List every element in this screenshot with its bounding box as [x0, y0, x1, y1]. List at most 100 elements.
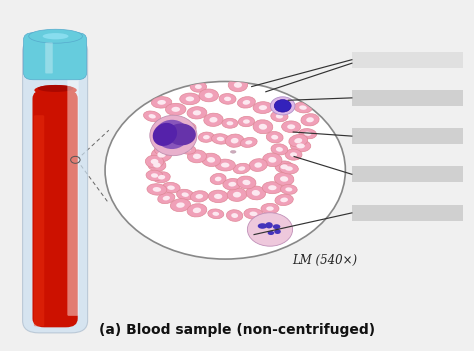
- Ellipse shape: [225, 134, 244, 147]
- FancyBboxPatch shape: [45, 42, 53, 73]
- Ellipse shape: [212, 212, 219, 216]
- Ellipse shape: [290, 152, 297, 157]
- Ellipse shape: [271, 144, 288, 155]
- Ellipse shape: [285, 166, 293, 171]
- Ellipse shape: [223, 179, 242, 190]
- Ellipse shape: [274, 229, 281, 234]
- Ellipse shape: [35, 85, 77, 95]
- Ellipse shape: [246, 186, 265, 200]
- Ellipse shape: [244, 208, 263, 219]
- Ellipse shape: [243, 100, 250, 105]
- Ellipse shape: [151, 173, 158, 178]
- Ellipse shape: [217, 137, 224, 141]
- Ellipse shape: [214, 194, 222, 199]
- Ellipse shape: [215, 159, 236, 171]
- Ellipse shape: [165, 103, 186, 115]
- Ellipse shape: [199, 89, 219, 102]
- Ellipse shape: [275, 194, 293, 206]
- FancyBboxPatch shape: [353, 52, 463, 67]
- Ellipse shape: [172, 107, 180, 112]
- Ellipse shape: [299, 128, 317, 139]
- Ellipse shape: [282, 121, 301, 133]
- Ellipse shape: [208, 209, 224, 219]
- Ellipse shape: [237, 176, 256, 189]
- Ellipse shape: [146, 155, 164, 168]
- Ellipse shape: [289, 134, 308, 147]
- Ellipse shape: [169, 131, 178, 137]
- Ellipse shape: [153, 123, 177, 146]
- Ellipse shape: [163, 196, 170, 200]
- Ellipse shape: [158, 193, 175, 204]
- Ellipse shape: [193, 207, 201, 213]
- Ellipse shape: [263, 153, 282, 167]
- Ellipse shape: [163, 139, 180, 150]
- Ellipse shape: [261, 203, 279, 214]
- Ellipse shape: [176, 131, 194, 143]
- Ellipse shape: [201, 153, 221, 166]
- Ellipse shape: [253, 120, 273, 134]
- Ellipse shape: [193, 110, 201, 115]
- Ellipse shape: [258, 223, 267, 229]
- Ellipse shape: [230, 151, 236, 153]
- Ellipse shape: [187, 150, 207, 163]
- FancyBboxPatch shape: [33, 90, 78, 327]
- Ellipse shape: [240, 138, 257, 147]
- Ellipse shape: [253, 102, 273, 113]
- Ellipse shape: [266, 206, 274, 211]
- Ellipse shape: [273, 224, 280, 229]
- Ellipse shape: [148, 114, 156, 119]
- Ellipse shape: [247, 213, 292, 246]
- Ellipse shape: [180, 93, 200, 105]
- Ellipse shape: [157, 100, 166, 105]
- Ellipse shape: [276, 114, 283, 119]
- Text: LM (540×): LM (540×): [292, 254, 358, 267]
- Ellipse shape: [268, 185, 276, 190]
- Ellipse shape: [296, 144, 305, 148]
- Ellipse shape: [43, 33, 69, 39]
- Ellipse shape: [227, 188, 247, 201]
- Ellipse shape: [306, 117, 314, 122]
- Ellipse shape: [245, 140, 252, 145]
- Ellipse shape: [148, 159, 166, 171]
- Ellipse shape: [184, 125, 191, 129]
- Ellipse shape: [233, 163, 250, 174]
- Ellipse shape: [153, 172, 170, 183]
- Ellipse shape: [274, 100, 291, 112]
- Ellipse shape: [195, 84, 202, 89]
- Ellipse shape: [184, 147, 191, 151]
- Ellipse shape: [157, 152, 166, 158]
- FancyBboxPatch shape: [34, 115, 44, 326]
- Ellipse shape: [205, 93, 213, 98]
- Ellipse shape: [167, 124, 196, 145]
- Ellipse shape: [203, 135, 210, 139]
- Ellipse shape: [160, 147, 168, 152]
- Ellipse shape: [176, 203, 185, 208]
- Ellipse shape: [162, 183, 180, 193]
- Ellipse shape: [271, 111, 288, 122]
- Ellipse shape: [144, 111, 161, 121]
- Ellipse shape: [158, 175, 165, 180]
- Ellipse shape: [167, 185, 175, 190]
- Ellipse shape: [221, 163, 229, 167]
- FancyBboxPatch shape: [24, 33, 87, 80]
- Ellipse shape: [242, 180, 250, 185]
- FancyBboxPatch shape: [23, 39, 88, 333]
- Ellipse shape: [222, 118, 238, 128]
- Ellipse shape: [160, 122, 168, 128]
- Ellipse shape: [211, 134, 229, 144]
- Ellipse shape: [262, 182, 283, 194]
- Ellipse shape: [304, 132, 311, 136]
- Ellipse shape: [268, 157, 276, 163]
- Ellipse shape: [164, 127, 183, 141]
- Ellipse shape: [147, 184, 167, 195]
- Ellipse shape: [237, 97, 255, 108]
- Ellipse shape: [238, 116, 255, 127]
- Ellipse shape: [215, 177, 221, 181]
- Ellipse shape: [179, 121, 196, 132]
- Ellipse shape: [155, 119, 173, 131]
- Ellipse shape: [198, 132, 214, 142]
- Ellipse shape: [259, 124, 267, 130]
- Ellipse shape: [271, 97, 295, 115]
- Ellipse shape: [255, 163, 262, 168]
- Ellipse shape: [301, 114, 319, 126]
